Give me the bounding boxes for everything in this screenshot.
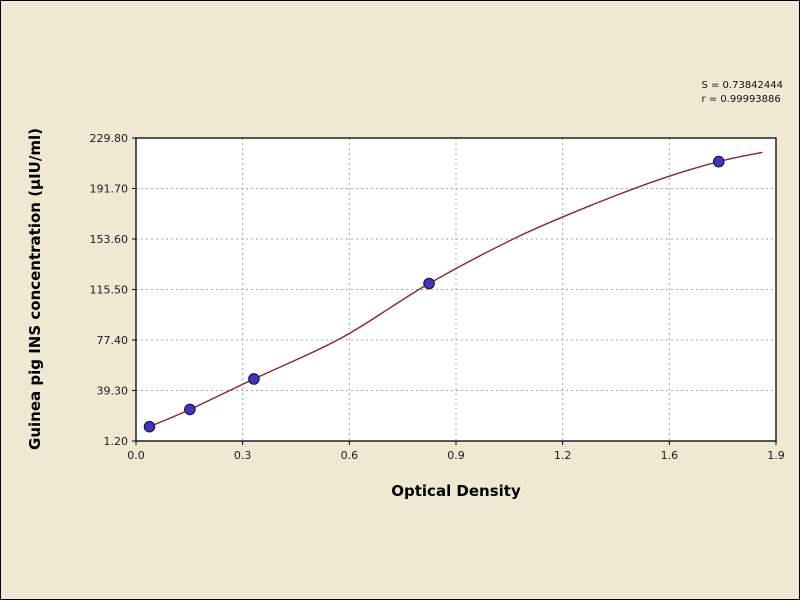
data-point [248, 373, 260, 385]
y-tick-label: 39.30 [97, 385, 129, 398]
x-tick-label: 1.9 [767, 449, 785, 462]
fit-statistics: S = 0.73842444 r = 0.99993886 [701, 79, 783, 107]
y-tick-label: 115.50 [90, 284, 129, 297]
x-tick-label: 0.3 [234, 449, 252, 462]
y-tick-label: 153.60 [90, 233, 129, 246]
fit-r-value: r = 0.99993886 [701, 94, 781, 105]
x-tick-label: 1.2 [554, 449, 572, 462]
fit-curve [149, 151, 763, 428]
y-tick-label: 1.20 [104, 435, 129, 448]
x-tick-label: 0.9 [447, 449, 465, 462]
x-tick-label: 0.0 [127, 449, 145, 462]
data-point [184, 403, 196, 416]
y-tick-label: 229.80 [90, 132, 129, 145]
y-axis-title: Guinea pig INS concentration (μIU/ml) [26, 128, 44, 450]
x-tick-label: 0.6 [341, 449, 359, 462]
data-point [143, 420, 156, 433]
data-point [712, 155, 725, 168]
plot-border [135, 137, 777, 442]
data-point [423, 277, 435, 290]
y-tick-label: 77.40 [97, 334, 129, 347]
y-tick-label: 191.70 [90, 183, 129, 196]
x-tick-label: 1.6 [661, 449, 679, 462]
fit-s-value: S = 0.73842444 [701, 80, 783, 91]
x-axis-title: Optical Density [391, 482, 521, 500]
